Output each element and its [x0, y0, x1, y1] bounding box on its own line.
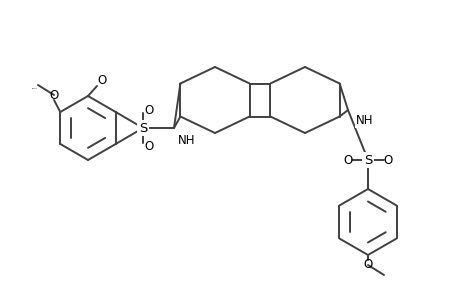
Text: O: O: [97, 74, 106, 86]
Text: NH: NH: [178, 134, 195, 146]
Text: methoxy: methoxy: [32, 88, 38, 89]
Text: NH: NH: [355, 113, 373, 127]
Text: O: O: [342, 154, 352, 166]
Text: S: S: [139, 122, 147, 134]
Text: O: O: [363, 259, 372, 272]
Text: O: O: [144, 103, 153, 116]
Text: O: O: [49, 88, 58, 101]
Text: S: S: [363, 154, 371, 166]
Text: O: O: [382, 154, 392, 166]
Text: O: O: [144, 140, 153, 152]
